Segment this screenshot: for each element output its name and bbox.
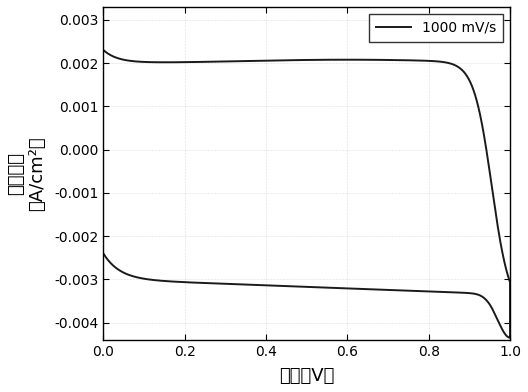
X-axis label: 电压（V）: 电压（V） xyxy=(279,367,334,385)
Y-axis label: 电流密度
（A/cm²）: 电流密度 （A/cm²） xyxy=(7,136,46,211)
Legend: 1000 mV/s: 1000 mV/s xyxy=(369,14,503,42)
